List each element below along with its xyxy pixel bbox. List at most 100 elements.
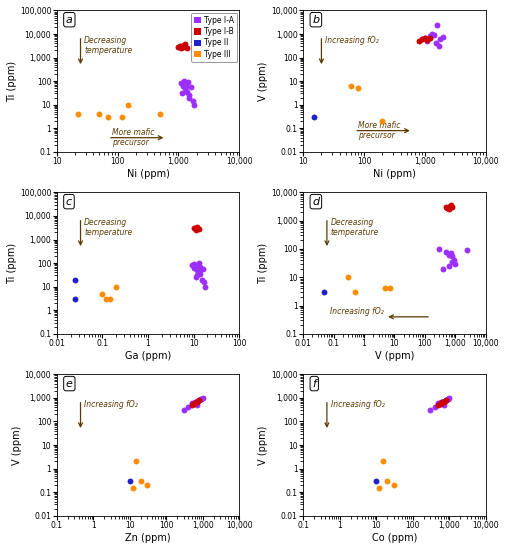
Point [378,117,386,125]
Text: e: e [66,378,73,388]
Point [443,394,451,403]
Point [124,100,132,109]
Point [420,33,428,42]
Point [136,476,144,485]
Point [196,263,204,272]
Point [441,396,449,405]
Text: c: c [66,197,72,207]
Point [175,42,183,51]
Point [446,249,454,258]
Text: Decreasing
temperature: Decreasing temperature [84,218,132,237]
Point [432,20,440,29]
Point [439,397,447,406]
Point [436,399,444,408]
Point [443,262,451,271]
Point [182,81,190,90]
Point [437,398,445,406]
Point [126,476,134,485]
Point [435,400,443,409]
Point [198,265,207,273]
Point [178,89,186,98]
Text: a: a [66,15,73,25]
Point [191,262,199,271]
Point [441,248,449,256]
Point [385,284,393,293]
Point [177,79,185,88]
Point [201,282,209,291]
Point [450,260,459,268]
Point [73,109,81,118]
Text: Increasing fO₂: Increasing fO₂ [84,400,138,409]
Text: More mafic
precursor: More mafic precursor [111,128,154,147]
Point [156,109,164,118]
Text: b: b [312,15,319,25]
Point [442,204,450,212]
Point [190,399,198,408]
Point [181,40,189,48]
Point [414,37,422,46]
Point [194,258,203,267]
Y-axis label: V (ppm): V (ppm) [12,425,22,465]
Point [188,96,196,105]
Y-axis label: Ti (ppm): Ti (ppm) [7,243,17,284]
Point [430,403,438,412]
Point [425,406,433,415]
Text: Increasing fO₂: Increasing fO₂ [324,36,378,45]
Point [198,393,207,402]
Point [425,34,433,43]
Point [189,260,197,268]
Point [420,33,428,42]
Point [429,31,437,40]
Point [197,394,205,403]
Point [439,397,447,406]
Text: f: f [312,378,316,388]
Point [417,35,425,43]
Y-axis label: V (ppm): V (ppm) [258,62,268,101]
Point [180,77,188,86]
Point [71,275,79,284]
Point [132,457,140,466]
Point [191,226,199,234]
Point [435,35,443,43]
Point [435,400,443,409]
Point [441,203,449,212]
Point [182,86,190,95]
X-axis label: Ni (ppm): Ni (ppm) [372,169,415,179]
Point [444,393,452,402]
Point [433,400,441,409]
Point [185,93,193,102]
X-axis label: Co (ppm): Co (ppm) [371,533,416,543]
Text: Decreasing
temperature: Decreasing temperature [330,218,378,237]
Point [436,397,444,406]
Point [196,270,204,278]
Point [191,398,199,406]
Y-axis label: V (ppm): V (ppm) [258,425,268,465]
Y-axis label: Ti (ppm): Ti (ppm) [258,243,268,284]
Point [389,481,397,490]
Point [374,483,382,492]
Point [438,265,446,273]
Point [447,203,456,212]
Point [434,245,442,254]
Point [423,36,431,45]
Y-axis label: Ti (ppm): Ti (ppm) [7,60,17,102]
Point [183,43,191,52]
Point [193,222,201,231]
Point [180,40,188,49]
Point [436,399,444,408]
Point [193,397,201,406]
Point [354,84,362,92]
Point [443,205,451,214]
Point [439,400,447,409]
Point [440,397,448,405]
Point [463,246,471,255]
Point [194,268,203,277]
Point [193,397,201,406]
Point [104,113,112,122]
Point [112,282,120,291]
Point [441,396,449,405]
Point [350,288,358,296]
Point [190,399,198,408]
Point [191,273,199,282]
Point [106,295,114,304]
